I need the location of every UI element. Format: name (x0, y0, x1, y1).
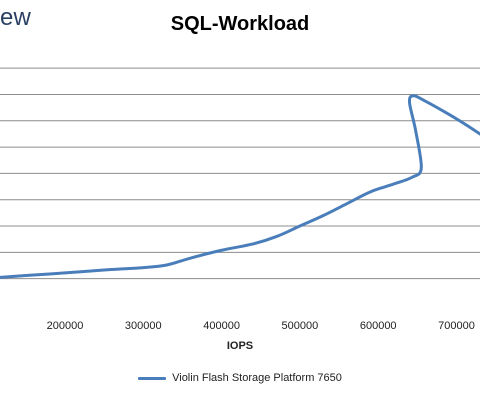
legend-label: Violin Flash Storage Platform 7650 (172, 372, 342, 384)
x-tick-label: 400000 (203, 320, 240, 332)
x-tick-label: 700000 (438, 320, 475, 332)
x-tick-label: 300000 (125, 320, 162, 332)
series-line-0 (0, 94, 480, 279)
legend: Violin Flash Storage Platform 7650 (0, 372, 480, 384)
gridlines (0, 67, 480, 280)
series-layer (0, 94, 480, 279)
x-tick-label: 500000 (282, 320, 319, 332)
x-tick-label: 600000 (360, 320, 397, 332)
legend-swatch (138, 376, 167, 380)
x-tick-labels: 200000 300000 400000 500000 600000 700000 (47, 320, 475, 332)
logo-text: ew (0, 4, 32, 31)
chart-title: SQL-Workload (170, 13, 310, 35)
x-tick-label: 200000 (47, 320, 84, 332)
x-axis-title: IOPS (226, 340, 254, 352)
